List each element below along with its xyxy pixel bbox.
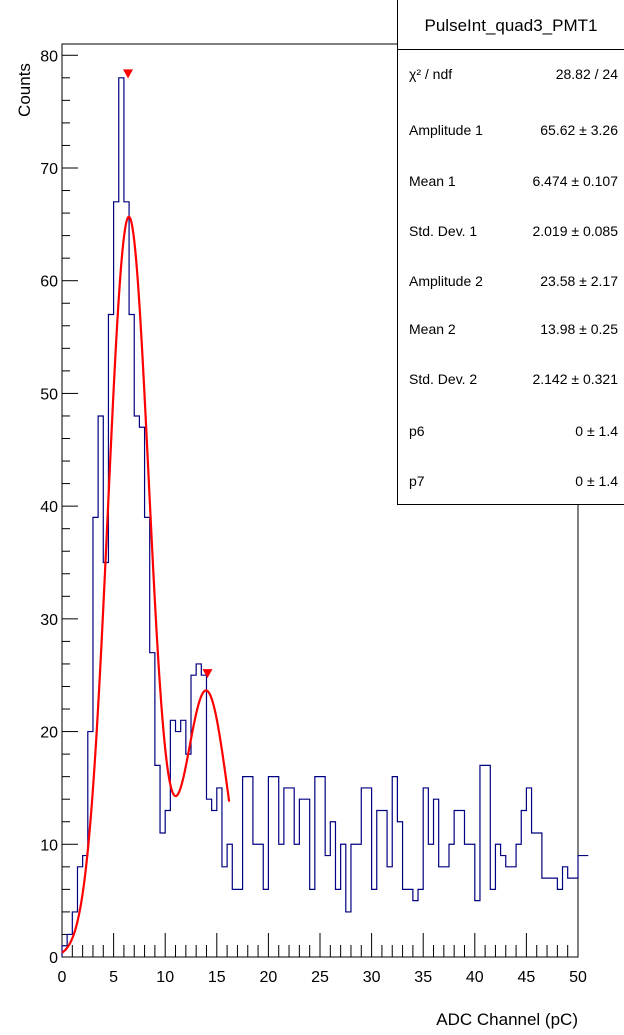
y-tick-label: 50: [40, 386, 58, 403]
stats-row-value: 0 ± 1.4: [575, 473, 618, 489]
stats-row: p6 0 ± 1.4: [398, 420, 624, 444]
x-tick-label: 25: [311, 969, 329, 986]
stats-title: PulseInt_quad3_PMT1: [398, 0, 624, 50]
y-tick-label: 60: [40, 274, 58, 291]
stats-row-value: 6.474 ± 0.107: [532, 173, 618, 189]
stats-row: Std. Dev. 1 2.019 ± 0.085: [398, 220, 624, 244]
x-axis-title: ADC Channel (pC): [436, 1010, 578, 1029]
y-tick-label: 40: [40, 499, 58, 516]
fit-curve: [61, 215, 231, 954]
stats-row-name: p7: [409, 473, 425, 489]
fit-stats-box: PulseInt_quad3_PMT1 χ² / ndf 28.82 / 24 Am…: [397, 0, 624, 505]
stats-row-value: 28.82 / 24: [555, 66, 618, 82]
y-tick-label: 70: [40, 161, 58, 178]
x-tick-label: 35: [414, 969, 432, 986]
x-tick-label: 40: [466, 969, 484, 986]
x-tick-label: 30: [363, 969, 381, 986]
stats-row-name: Amplitude 1: [409, 122, 483, 138]
stats-row-value: 2.142 ± 0.321: [532, 371, 618, 387]
stats-row-name: Std. Dev. 1: [409, 223, 478, 239]
stats-row: Amplitude 2 23.58 ± 2.17: [398, 270, 624, 294]
stats-row: Amplitude 1 65.62 ± 3.26: [398, 119, 624, 143]
axis-ticks: [61, 54, 579, 958]
stats-row-name: p6: [409, 423, 425, 439]
y-tick-label: 20: [40, 725, 58, 742]
stats-row-name: Mean 1: [409, 173, 456, 189]
stats-row: Mean 1 6.474 ± 0.107: [398, 170, 624, 194]
stats-row: χ² / ndf 28.82 / 24: [398, 63, 624, 87]
stats-row: p7 0 ± 1.4: [398, 470, 624, 494]
peak-marker: [202, 669, 213, 679]
y-tick-label: 80: [40, 48, 58, 65]
stats-row-name: Amplitude 2: [409, 273, 483, 289]
x-tick-label: 0: [58, 969, 67, 986]
stats-row-name: Mean 2: [409, 321, 456, 337]
stats-row-value: 2.019 ± 0.085: [532, 223, 618, 239]
stats-row-value: 13.98 ± 0.25: [540, 321, 618, 337]
stats-row: Mean 2 13.98 ± 0.25: [398, 318, 624, 342]
x-tick-label: 50: [569, 969, 587, 986]
peak-marker: [123, 69, 134, 79]
x-tick-label: 5: [109, 969, 118, 986]
peak-markers: [123, 69, 213, 679]
stats-row-name: χ² / ndf: [409, 66, 453, 82]
stats-row-name: Std. Dev. 2: [409, 371, 478, 387]
y-tick-label: 30: [40, 612, 58, 629]
y-tick-labels: 0 10 20 30 40 50 60 70 80: [40, 48, 58, 967]
histogram-line: [61, 77, 589, 957]
x-tick-label: 15: [208, 969, 226, 986]
stats-row: Std. Dev. 2 2.142 ± 0.321: [398, 368, 624, 392]
x-tick-labels: 0 5 10 15 20 25 30 35 40 45 50: [58, 969, 587, 986]
y-axis-title: Counts: [15, 63, 34, 117]
stats-row-value: 23.58 ± 2.17: [540, 273, 618, 289]
stats-row-value: 65.62 ± 3.26: [540, 122, 618, 138]
x-tick-label: 20: [260, 969, 278, 986]
y-tick-label: 10: [40, 837, 58, 854]
stats-row-value: 0 ± 1.4: [575, 423, 618, 439]
x-tick-label: 45: [518, 969, 536, 986]
y-tick-label: 0: [49, 950, 58, 967]
x-tick-label: 10: [156, 969, 174, 986]
